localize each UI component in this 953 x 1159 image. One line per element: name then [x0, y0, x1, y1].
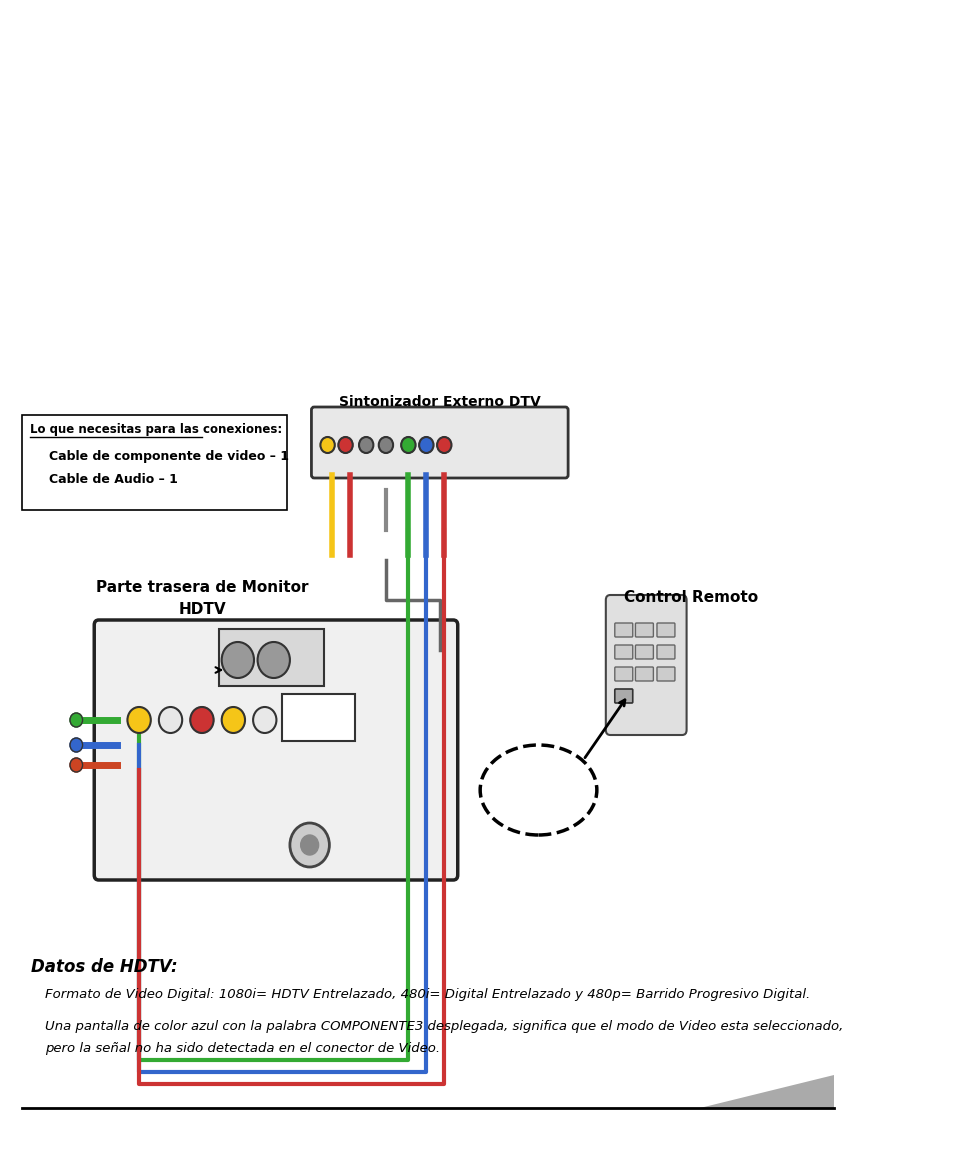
FancyBboxPatch shape [219, 629, 324, 686]
FancyBboxPatch shape [614, 688, 632, 704]
FancyBboxPatch shape [605, 595, 686, 735]
FancyBboxPatch shape [614, 666, 632, 681]
Circle shape [378, 437, 393, 453]
Circle shape [300, 834, 318, 855]
FancyBboxPatch shape [94, 620, 457, 880]
FancyBboxPatch shape [635, 624, 653, 637]
Circle shape [70, 713, 83, 727]
Polygon shape [700, 1076, 833, 1108]
FancyBboxPatch shape [614, 646, 632, 659]
FancyBboxPatch shape [657, 646, 674, 659]
Circle shape [70, 738, 83, 752]
Circle shape [436, 437, 451, 453]
FancyBboxPatch shape [657, 666, 674, 681]
FancyBboxPatch shape [311, 407, 568, 478]
Circle shape [290, 823, 329, 867]
FancyBboxPatch shape [657, 624, 674, 637]
Circle shape [221, 707, 245, 732]
Text: Lo que necesitas para las conexiones:: Lo que necesitas para las conexiones: [30, 423, 281, 436]
Circle shape [257, 642, 290, 678]
Circle shape [70, 758, 83, 772]
Text: Una pantalla de color azul con la palabra COMPONENTE3 desplegada, significa que : Una pantalla de color azul con la palabr… [45, 1020, 842, 1033]
FancyBboxPatch shape [635, 646, 653, 659]
Text: Parte trasera de Monitor: Parte trasera de Monitor [95, 580, 308, 595]
Text: pero la señal no ha sido detectada en el conector de Video.: pero la señal no ha sido detectada en el… [45, 1042, 439, 1055]
Circle shape [128, 707, 151, 732]
FancyBboxPatch shape [635, 666, 653, 681]
Text: Sintonizador Externo DTV: Sintonizador Externo DTV [338, 395, 540, 409]
Text: Datos de HDTV:: Datos de HDTV: [31, 958, 178, 976]
Circle shape [418, 437, 433, 453]
Circle shape [221, 642, 253, 678]
Text: Cable de componente de video – 1: Cable de componente de video – 1 [50, 450, 289, 462]
Text: HDTV: HDTV [178, 602, 226, 617]
Text: Control Remoto: Control Remoto [623, 590, 758, 605]
Circle shape [320, 437, 335, 453]
Circle shape [358, 437, 373, 453]
Text: Formato de Video Digital: 1080i= HDTV Entrelazado, 480i= Digital Entrelazado y 4: Formato de Video Digital: 1080i= HDTV En… [45, 987, 809, 1001]
Text: Cable de Audio – 1: Cable de Audio – 1 [50, 473, 178, 486]
Circle shape [338, 437, 353, 453]
Circle shape [253, 707, 276, 732]
FancyBboxPatch shape [23, 415, 287, 510]
FancyBboxPatch shape [614, 624, 632, 637]
Circle shape [159, 707, 182, 732]
Circle shape [190, 707, 213, 732]
FancyBboxPatch shape [281, 694, 355, 741]
Circle shape [401, 437, 416, 453]
